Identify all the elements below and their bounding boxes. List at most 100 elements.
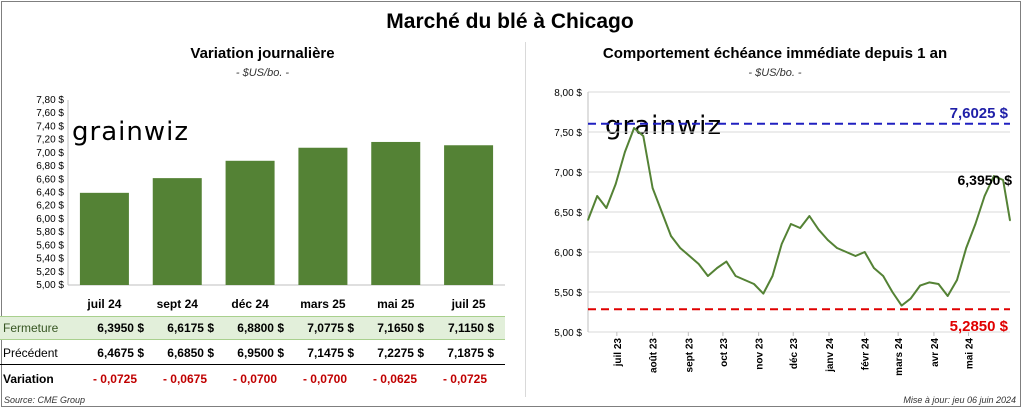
price-point: [873, 267, 875, 269]
price-point: [587, 219, 589, 221]
bar-y-tick-label: 6,80 $: [36, 161, 64, 172]
table-cell: 7,2275 $: [377, 346, 424, 360]
table-cell: 6,3950 $: [97, 321, 144, 335]
price-point: [744, 279, 746, 281]
line-x-tick-label: sept 23: [684, 338, 695, 373]
right-chart-title: Comportement échéance immédiate depuis 1…: [602, 45, 948, 62]
table-cell: 7,1150 $: [447, 321, 494, 335]
price-point: [614, 183, 617, 185]
line-x-tick-label: mai 24: [964, 338, 975, 370]
bar: [152, 178, 202, 285]
price-point: [993, 175, 995, 177]
price-point: [688, 255, 691, 257]
bar-x-tick-label: juil 25: [451, 297, 486, 311]
bar-x-tick-label: mars 25: [300, 297, 346, 311]
table-cell: 6,8800 $: [237, 321, 284, 335]
table-cell: - 0,0725: [442, 372, 488, 386]
price-point: [642, 135, 645, 137]
bar-y-tick-label: 6,60 $: [36, 174, 64, 185]
bar-y-tick-label: 7,60 $: [36, 108, 64, 119]
table-cell: 6,9500 $: [237, 346, 284, 360]
line-y-tick-label: 5,00 $: [554, 328, 582, 339]
price-point: [679, 247, 681, 249]
price-point: [1009, 219, 1011, 222]
bar-y-tick-label: 7,00 $: [36, 148, 64, 159]
line-series: [587, 127, 1011, 307]
bar-x-tick-label: sept 24: [157, 297, 199, 311]
line-x-axis: juil 23 août 23 sept 23 oct 23 nov 23 déc 23 j…: [613, 332, 975, 376]
reference-lines: [588, 122, 1010, 311]
line-x-tick-label: oct 23: [719, 338, 730, 367]
line-x-tick-label: nov 23: [755, 338, 766, 370]
price-point: [808, 215, 811, 217]
price-point: [716, 267, 718, 269]
table-cell: - 0,0700: [302, 372, 348, 386]
table-row-variation: Variation - 0,0725 - 0,0675 - 0,0700 - 0…: [0, 368, 505, 390]
price-point: [974, 223, 977, 225]
bar-series: [79, 141, 494, 285]
bar-y-tick-label: 5,40 $: [36, 254, 64, 265]
price-point: [956, 279, 958, 281]
line-y-tick-label: 8,00 $: [554, 88, 582, 99]
row-label: Variation: [3, 372, 54, 386]
table-cell: 7,1650 $: [377, 321, 424, 335]
table-cell: - 0,0700: [232, 372, 278, 386]
price-point: [891, 291, 894, 293]
price-point: [882, 275, 884, 277]
line-y-tick-label: 6,00 $: [554, 248, 582, 259]
price-point: [753, 283, 755, 285]
price-point: [900, 304, 903, 307]
price-point: [836, 247, 838, 249]
left-chart-title: Variation journalière: [190, 45, 335, 62]
line-x-tick-label: juil 23: [613, 338, 624, 368]
price-point: [725, 260, 728, 263]
price-point: [633, 127, 635, 129]
bar-x-axis: juil 24 sept 24 déc 24 mars 25 mai 25 juil 25: [86, 297, 486, 311]
bar-y-tick-label: 6,00 $: [36, 214, 64, 225]
bar-chart: grainwiz 5,00 $ 5,20 $ 5,40 $ 5,60 $ 5,80 $ 6…: [36, 95, 505, 311]
line-x-tick-label: août 23: [649, 338, 660, 373]
table-cell: - 0,0625: [372, 372, 418, 386]
bar-y-tick-label: 5,20 $: [36, 267, 64, 278]
table-cell: 6,4675 $: [97, 346, 144, 360]
price-point: [790, 223, 792, 225]
bar-y-tick-label: 6,40 $: [36, 188, 64, 199]
price-point: [605, 207, 608, 209]
update-note: Mise à jour: jeu 06 juin 2024: [903, 395, 1016, 405]
price-point: [651, 187, 654, 189]
left-chart-unit: - $US/bo. -: [235, 67, 290, 79]
price-point: [734, 275, 737, 277]
high-price-label: 7,6025 $: [950, 105, 1009, 122]
line-x-tick-label: avr 24: [930, 338, 941, 367]
table-cell: 7,1475 $: [307, 346, 354, 360]
bar-x-tick-label: juil 24: [86, 297, 121, 311]
last-price-label: 6,3950 $: [958, 172, 1013, 188]
line-y-tick-label: 5,50 $: [554, 288, 582, 299]
grainwiz-watermark: grainwiz: [605, 111, 722, 141]
source-note: Source: CME Group: [4, 395, 86, 405]
table-cell: 6,6850 $: [167, 346, 214, 360]
price-point: [827, 239, 829, 241]
bar: [444, 145, 494, 285]
price-point: [670, 235, 672, 237]
price-point: [799, 227, 801, 229]
bar-x-tick-label: déc 24: [231, 297, 269, 311]
price-point: [928, 281, 931, 284]
line-x-tick-label: déc 23: [789, 338, 800, 370]
bar: [298, 147, 348, 285]
bar-y-tick-label: 7,20 $: [36, 135, 64, 146]
bar: [225, 160, 275, 285]
grainwiz-watermark: grainwiz: [72, 117, 189, 147]
price-point: [919, 284, 921, 287]
line-x-tick-label: janv 24: [825, 338, 836, 373]
row-label: Fermeture: [3, 321, 59, 335]
bar: [371, 141, 421, 285]
price-table: Fermeture 6,3950 $ 6,6175 $ 6,8800 $ 7,0…: [0, 316, 505, 390]
low-price-label: 5,2850 $: [950, 318, 1009, 335]
price-point: [762, 292, 765, 295]
bar-y-axis: 5,00 $ 5,20 $ 5,40 $ 5,60 $ 5,80 $ 6,00 $ 6,20…: [36, 95, 505, 291]
price-point: [845, 251, 848, 253]
table-cell: - 0,0725: [92, 372, 138, 386]
table-cell: 7,1875 $: [447, 346, 494, 360]
